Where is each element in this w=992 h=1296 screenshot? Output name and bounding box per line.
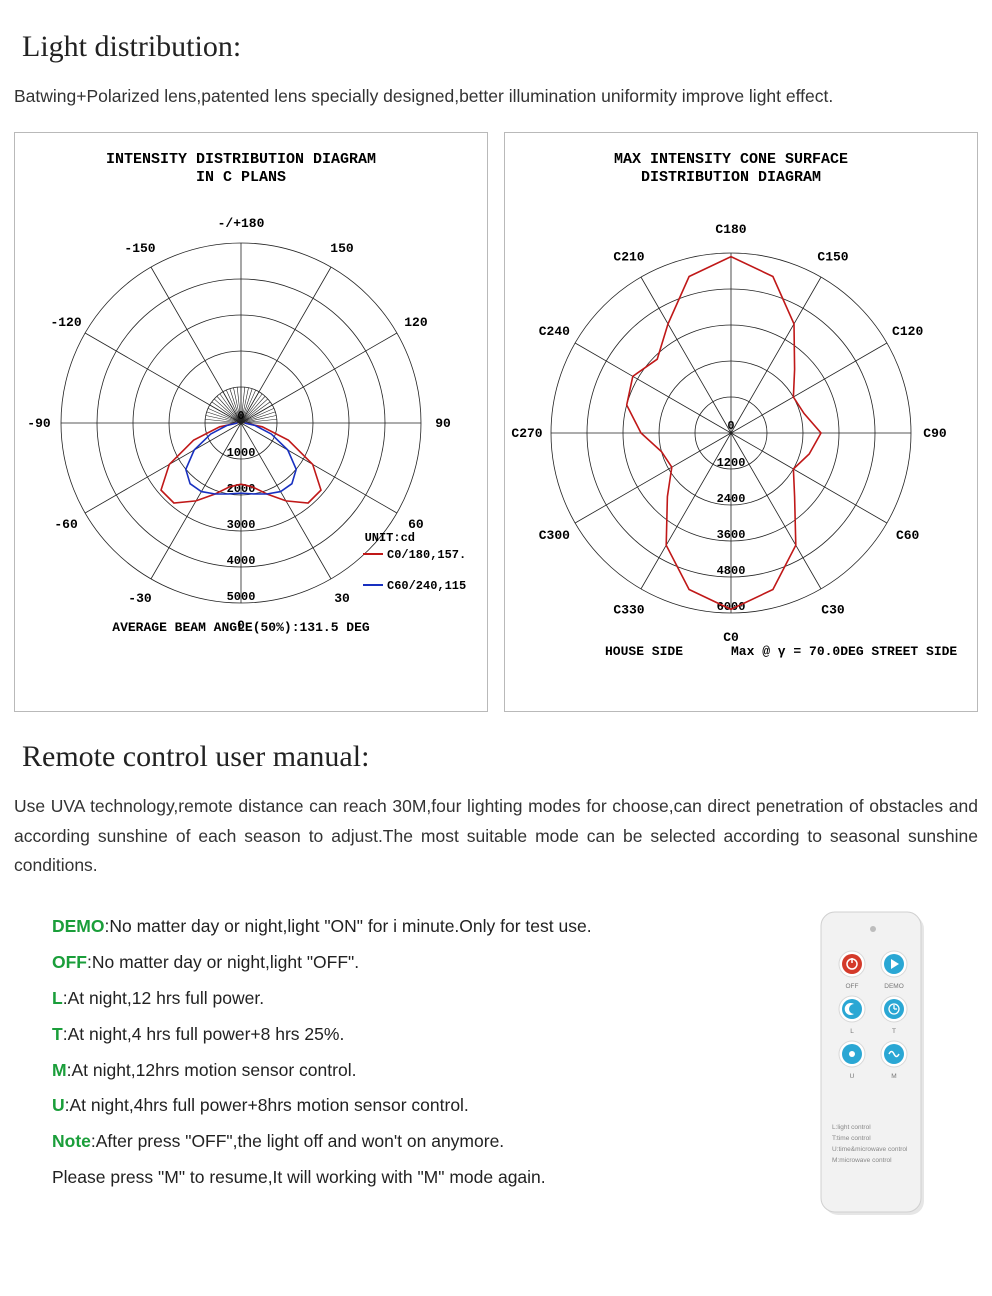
svg-text:-/+180: -/+180 — [218, 216, 265, 231]
svg-text:U: U — [850, 1073, 855, 1080]
svg-text:120: 120 — [404, 315, 428, 330]
svg-text:L: L — [850, 1028, 854, 1035]
svg-text:U:time&microwave control: U:time&microwave control — [832, 1146, 908, 1153]
mode-keyword: OFF — [52, 952, 87, 972]
diagram-row: INTENSITY DISTRIBUTION DIAGRAMIN C PLANS… — [14, 132, 978, 712]
diagram1-svg: INTENSITY DISTRIBUTION DIAGRAMIN C PLANS… — [15, 133, 467, 712]
svg-text:M: M — [891, 1073, 896, 1080]
svg-text:0: 0 — [237, 409, 244, 423]
remote-svg: OFF DEMO L T U M L:light control T:time control… — [773, 909, 973, 1239]
svg-text:M:microwave control: M:microwave control — [832, 1157, 892, 1164]
diagram2-svg: MAX INTENSITY CONE SURFACEDISTRIBUTION D… — [505, 133, 957, 712]
modes-list: DEMO:No matter day or night,light "ON" f… — [52, 909, 733, 1239]
svg-text:C60/240,115.2: C60/240,115.2 — [387, 579, 467, 593]
svg-text:-30: -30 — [128, 591, 152, 606]
svg-text:C330: C330 — [613, 602, 644, 617]
svg-text:AVERAGE BEAM ANGLE(50%):131.5: AVERAGE BEAM ANGLE(50%):131.5 DEG — [112, 620, 370, 635]
mode-keyword: M — [52, 1060, 67, 1080]
svg-text:DISTRIBUTION DIAGRAM: DISTRIBUTION DIAGRAM — [641, 169, 821, 186]
svg-text:C240: C240 — [539, 324, 570, 339]
svg-text:C300: C300 — [539, 528, 570, 543]
mode-line: Note:After press "OFF",the light off and… — [52, 1124, 733, 1160]
mode-keyword: T — [52, 1024, 63, 1044]
mode-line: L:At night,12 hrs full power. — [52, 981, 733, 1017]
mode-line: T:At night,4 hrs full power+8 hrs 25%. — [52, 1017, 733, 1053]
svg-text:90: 90 — [435, 416, 451, 431]
svg-text:60: 60 — [408, 517, 424, 532]
mode-keyword: U — [52, 1095, 65, 1115]
modes-row: DEMO:No matter day or night,light "ON" f… — [14, 909, 978, 1239]
svg-text:UNIT:cd: UNIT:cd — [365, 531, 415, 545]
svg-text:C150: C150 — [817, 249, 848, 264]
section2-title: Remote control user manual: — [22, 740, 978, 774]
svg-text:6000: 6000 — [717, 600, 746, 614]
mode-keyword: L — [52, 988, 63, 1008]
svg-text:C180: C180 — [715, 222, 746, 237]
diagram1-box: INTENSITY DISTRIBUTION DIAGRAMIN C PLANS… — [14, 132, 488, 712]
svg-text:-150: -150 — [124, 241, 155, 256]
mode-tail: Please press "M" to resume,It will worki… — [52, 1160, 733, 1196]
diagram2-box: MAX INTENSITY CONE SURFACEDISTRIBUTION D… — [504, 132, 978, 712]
svg-text:4000: 4000 — [227, 554, 256, 568]
svg-text:Max @ γ = 70.0DEG STREET SIDE: Max @ γ = 70.0DEG STREET SIDE — [731, 644, 957, 659]
mode-line: DEMO:No matter day or night,light "ON" f… — [52, 909, 733, 945]
section1-title: Light distribution: — [22, 30, 978, 64]
svg-text:0: 0 — [727, 419, 734, 433]
svg-text:C210: C210 — [613, 249, 644, 264]
svg-text:OFF: OFF — [846, 983, 859, 990]
section2-desc: Use UVA technology,remote distance can r… — [14, 792, 978, 881]
mode-line: OFF:No matter day or night,light "OFF". — [52, 945, 733, 981]
section1-desc: Batwing+Polarized lens,patented lens spe… — [14, 82, 978, 112]
svg-text:MAX INTENSITY CONE SURFACE: MAX INTENSITY CONE SURFACE — [614, 151, 848, 168]
svg-text:INTENSITY DISTRIBUTION DIAGRAM: INTENSITY DISTRIBUTION DIAGRAM — [106, 151, 376, 168]
svg-text:C60: C60 — [896, 528, 920, 543]
remote-wrap: OFF DEMO L T U M L:light control T:time control… — [773, 909, 978, 1239]
svg-text:5000: 5000 — [227, 590, 256, 604]
svg-text:C90: C90 — [923, 426, 947, 441]
svg-text:C270: C270 — [511, 426, 542, 441]
svg-text:HOUSE SIDE: HOUSE SIDE — [605, 644, 683, 659]
svg-text:30: 30 — [334, 591, 350, 606]
mode-keyword: DEMO — [52, 916, 105, 936]
svg-text:L:light control: L:light control — [832, 1124, 871, 1131]
svg-text:1200: 1200 — [717, 456, 746, 470]
svg-text:IN C PLANS: IN C PLANS — [196, 169, 286, 186]
svg-text:3600: 3600 — [717, 528, 746, 542]
svg-text:-90: -90 — [27, 416, 51, 431]
svg-text:T: T — [892, 1028, 896, 1035]
svg-text:C0: C0 — [723, 630, 739, 645]
svg-text:C30: C30 — [821, 602, 845, 617]
svg-text:150: 150 — [330, 241, 354, 256]
svg-text:4800: 4800 — [717, 564, 746, 578]
svg-text:C0/180,157.1: C0/180,157.1 — [387, 548, 467, 562]
svg-text:1000: 1000 — [227, 446, 256, 460]
mode-line: M:At night,12hrs motion sensor control. — [52, 1053, 733, 1089]
svg-text:C120: C120 — [892, 324, 923, 339]
svg-text:-60: -60 — [54, 517, 78, 532]
mode-line: U:At night,4hrs full power+8hrs motion s… — [52, 1088, 733, 1124]
svg-text:3000: 3000 — [227, 518, 256, 532]
svg-text:DEMO: DEMO — [884, 983, 904, 990]
svg-text:2400: 2400 — [717, 492, 746, 506]
svg-text:T:time control: T:time control — [832, 1135, 871, 1142]
mode-keyword: Note — [52, 1131, 91, 1151]
svg-text:-120: -120 — [50, 315, 81, 330]
